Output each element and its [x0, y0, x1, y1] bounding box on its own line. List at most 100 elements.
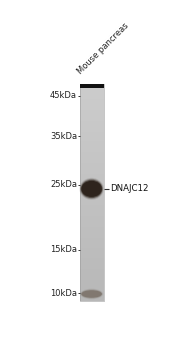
- Bar: [80, 192, 104, 193]
- Bar: [80, 161, 104, 162]
- Bar: [80, 292, 104, 293]
- Bar: [80, 115, 104, 116]
- Text: 10kDa: 10kDa: [50, 289, 77, 298]
- Text: 25kDa: 25kDa: [50, 180, 77, 189]
- Bar: [80, 91, 104, 92]
- Bar: [80, 144, 104, 146]
- Bar: [80, 297, 104, 299]
- Bar: [80, 237, 104, 238]
- Bar: [80, 246, 104, 247]
- Bar: [80, 216, 104, 217]
- Bar: [80, 224, 104, 226]
- Bar: [80, 97, 104, 98]
- Bar: [80, 298, 104, 300]
- Bar: [80, 269, 104, 270]
- Bar: [80, 293, 104, 294]
- Bar: [80, 85, 104, 86]
- Bar: [80, 272, 104, 274]
- Bar: [80, 107, 104, 109]
- Bar: [80, 129, 104, 131]
- Bar: [80, 132, 104, 134]
- Bar: [80, 287, 104, 289]
- Bar: [80, 135, 104, 137]
- Text: 15kDa: 15kDa: [50, 245, 77, 254]
- Bar: [80, 239, 104, 240]
- Bar: [80, 238, 104, 239]
- Bar: [80, 248, 104, 250]
- Bar: [80, 149, 104, 150]
- Bar: [80, 165, 104, 166]
- Bar: [80, 138, 104, 139]
- Bar: [80, 133, 104, 135]
- Bar: [80, 235, 104, 237]
- Bar: [80, 230, 104, 231]
- Bar: [80, 127, 104, 128]
- Bar: [80, 208, 104, 210]
- Bar: [80, 102, 104, 103]
- Bar: [80, 291, 104, 292]
- Bar: [80, 195, 104, 197]
- Bar: [80, 255, 104, 256]
- Bar: [80, 266, 104, 267]
- Bar: [80, 214, 104, 215]
- Bar: [80, 251, 104, 252]
- Bar: [80, 89, 104, 90]
- Bar: [80, 168, 104, 169]
- Bar: [80, 176, 104, 177]
- Bar: [80, 196, 104, 198]
- Bar: [80, 179, 104, 180]
- Bar: [80, 203, 104, 204]
- Bar: [80, 156, 104, 158]
- Bar: [80, 210, 104, 212]
- Bar: [80, 146, 104, 148]
- Bar: [80, 108, 104, 110]
- Bar: [80, 183, 104, 185]
- Bar: [80, 271, 104, 273]
- Bar: [80, 204, 104, 205]
- Bar: [80, 279, 104, 280]
- Bar: [80, 228, 104, 229]
- Bar: [80, 252, 104, 253]
- Bar: [80, 92, 104, 93]
- Bar: [80, 233, 104, 235]
- Bar: [80, 84, 104, 85]
- Bar: [80, 169, 104, 170]
- Bar: [80, 164, 104, 165]
- Bar: [80, 211, 104, 213]
- Bar: [80, 186, 104, 187]
- Bar: [80, 175, 104, 176]
- Bar: [80, 93, 104, 95]
- Bar: [80, 117, 104, 119]
- Bar: [80, 94, 104, 96]
- Bar: [80, 268, 104, 269]
- Bar: [80, 243, 104, 244]
- Bar: [80, 273, 104, 275]
- Bar: [80, 172, 104, 173]
- Bar: [80, 178, 104, 179]
- Bar: [80, 96, 104, 97]
- Bar: [80, 100, 104, 101]
- Bar: [80, 106, 104, 108]
- Bar: [80, 136, 104, 138]
- Bar: [80, 147, 104, 149]
- Bar: [80, 140, 104, 141]
- Bar: [80, 86, 104, 87]
- Bar: [80, 265, 104, 266]
- Bar: [80, 134, 104, 136]
- Bar: [80, 199, 104, 201]
- Bar: [80, 283, 104, 285]
- Bar: [80, 242, 104, 243]
- Bar: [80, 193, 104, 194]
- Bar: [80, 257, 104, 258]
- Bar: [80, 188, 104, 189]
- Bar: [80, 284, 104, 286]
- Bar: [80, 289, 104, 291]
- Bar: [80, 244, 104, 245]
- Bar: [80, 153, 104, 154]
- Bar: [80, 104, 104, 105]
- Ellipse shape: [80, 179, 103, 199]
- Bar: [80, 98, 104, 99]
- Bar: [80, 157, 104, 159]
- Bar: [80, 114, 104, 115]
- Bar: [80, 275, 104, 277]
